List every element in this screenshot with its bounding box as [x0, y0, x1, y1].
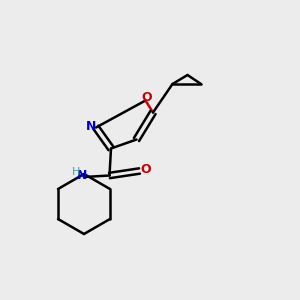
- Text: N: N: [85, 119, 96, 133]
- Text: O: O: [141, 163, 152, 176]
- Text: N: N: [77, 169, 88, 182]
- Text: H: H: [72, 167, 80, 177]
- Text: O: O: [142, 91, 152, 104]
